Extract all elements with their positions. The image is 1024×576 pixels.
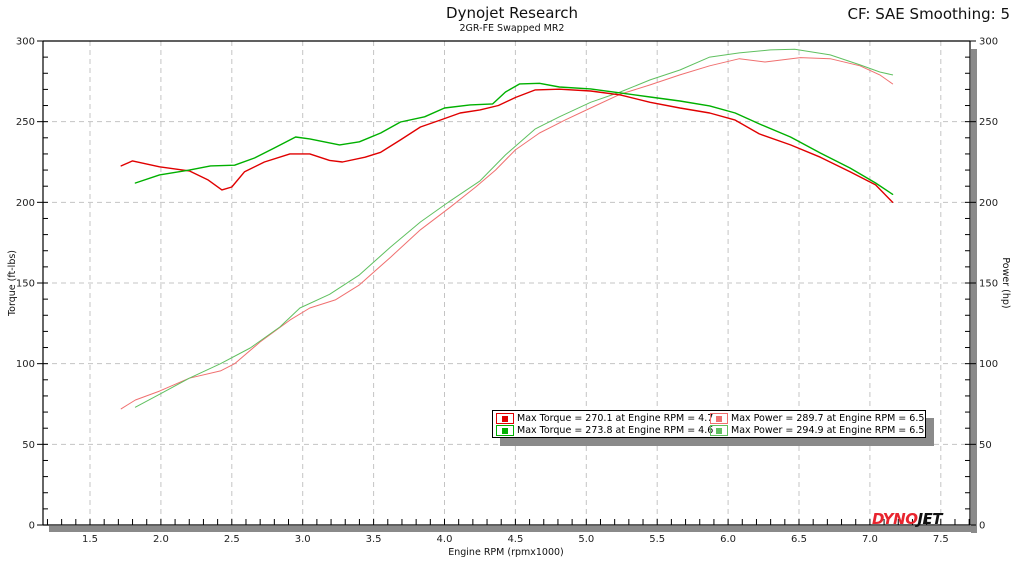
x-tick-label: 7.5 xyxy=(933,534,949,545)
legend-item-torque-run2: Max Torque = 273.8 at Engine RPM = 4.6 xyxy=(496,424,713,437)
y2-tick-label: 150 xyxy=(979,279,998,290)
data-series xyxy=(120,48,894,410)
y-tick-label: 300 xyxy=(16,37,35,48)
dynojet-logo: DYNOJET xyxy=(872,510,943,528)
series-line xyxy=(134,48,894,408)
chart-legend: Max Torque = 270.1 at Engine RPM = 4.7 M… xyxy=(492,410,926,438)
y-tick-label: 250 xyxy=(16,117,35,128)
chart-subtitle: 2GR-FE Swapped MR2 xyxy=(459,23,565,34)
axes xyxy=(37,40,976,526)
x-tick-label: 5.5 xyxy=(649,534,665,545)
y2-axis-title: Power (hp) xyxy=(1000,257,1011,308)
plot-shadow-right xyxy=(971,49,977,533)
legend-swatch-icon xyxy=(710,413,728,424)
y-tick-label: 50 xyxy=(22,440,35,451)
chart-title: Dynojet Research xyxy=(446,4,578,22)
legend-swatch-icon xyxy=(710,425,728,436)
series-line xyxy=(120,57,894,410)
y2-tick-label: 50 xyxy=(979,440,992,451)
y2-tick-label: 0 xyxy=(979,521,985,532)
x-tick-label: 5.0 xyxy=(578,534,594,545)
x-tick-label: 1.5 xyxy=(82,534,98,545)
plot-shadow-bottom xyxy=(49,526,976,532)
plot-shadow xyxy=(49,49,977,533)
series-line xyxy=(120,88,894,204)
y2-tick-label: 250 xyxy=(979,117,998,128)
y2-tick-label: 300 xyxy=(979,37,998,48)
y-axis-title: Torque (ft-lbs) xyxy=(7,250,18,317)
y-tick-label: 100 xyxy=(16,359,35,370)
legend-item-power-run1: Max Power = 289.7 at Engine RPM = 6.5 xyxy=(710,412,924,425)
x-tick-label: 4.0 xyxy=(437,534,453,545)
x-tick-label: 6.0 xyxy=(720,534,736,545)
x-tick-label: 3.0 xyxy=(295,534,311,545)
legend-swatch-icon xyxy=(496,413,514,424)
x-tick-label: 3.5 xyxy=(366,534,382,545)
y2-tick-label: 200 xyxy=(979,198,998,209)
legend-item-torque-run1: Max Torque = 270.1 at Engine RPM = 4.7 xyxy=(496,412,713,425)
y-tick-label: 0 xyxy=(29,521,35,532)
series-line xyxy=(134,82,894,196)
x-tick-label: 7.0 xyxy=(862,534,878,545)
correction-factor-label: CF: SAE Smoothing: 5 xyxy=(847,5,1010,23)
legend-row-run1: Max Torque = 270.1 at Engine RPM = 4.7 M… xyxy=(493,412,925,425)
y2-tick-label: 100 xyxy=(979,359,998,370)
x-tick-label: 2.5 xyxy=(224,534,240,545)
x-tick-label: 2.0 xyxy=(153,534,169,545)
legend-swatch-icon xyxy=(496,425,514,436)
x-axis-title: Engine RPM (rpmx1000) xyxy=(448,547,564,558)
legend-row-run2: Max Torque = 273.8 at Engine RPM = 4.6 M… xyxy=(493,424,925,437)
x-tick-label: 6.5 xyxy=(791,534,807,545)
legend-item-power-run2: Max Power = 294.9 at Engine RPM = 6.5 xyxy=(710,424,924,437)
y-tick-label: 150 xyxy=(16,279,35,290)
y-tick-label: 200 xyxy=(16,198,35,209)
grid-lines xyxy=(43,41,970,525)
x-tick-label: 4.5 xyxy=(507,534,523,545)
axis-labels: 0 0 50 50 100 100 150 150 200 200 250 250 300 300 1.5 2… xyxy=(7,37,1011,559)
